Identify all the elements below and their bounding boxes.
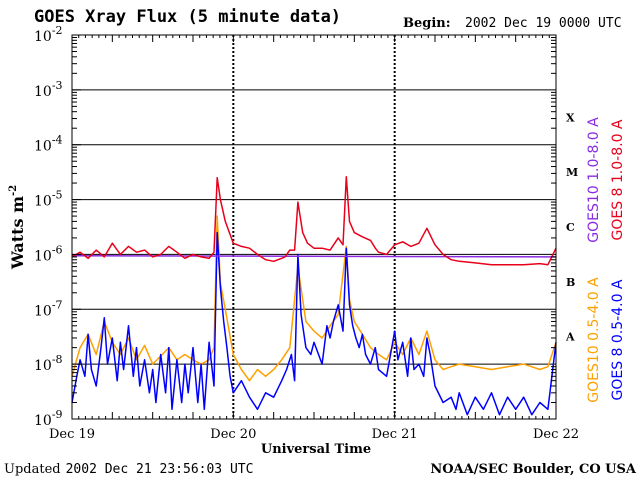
chart-title: GOES Xray Flux (5 minute data) (34, 7, 341, 27)
y-tick-exponent: -2 (52, 24, 63, 37)
flare-class-M: M (566, 166, 578, 179)
series-line-goes-8-0-5-4-0-a (71, 231, 557, 416)
y-tick-base: 10 (34, 139, 52, 155)
y-tick-base: 10 (34, 248, 52, 264)
footer-updated: Updated 2002 Dec 21 23:56:03 UTC (4, 462, 253, 477)
y-tick-label: 10-4 (34, 134, 63, 155)
y-tick-base: 10 (34, 29, 52, 45)
legend-entry: GOES 8 1.0-8.0 A (610, 119, 626, 240)
y-tick-base: 10 (34, 413, 52, 429)
y-tick-exponent: -9 (52, 408, 63, 421)
y-tick-label: 10-5 (34, 189, 63, 210)
flare-class-B: B (566, 276, 575, 289)
x-axis-ticks: Dec 19 Dec 20 Dec 21 Dec 22 (49, 35, 579, 442)
legend: GOES10 1.0-8.0 A GOES 8 1.0-8.0 A GOES10 0… (586, 117, 626, 403)
x-axis-label: Universal Time (261, 442, 371, 457)
y-axis-ticks: 10-910-810-710-610-510-410-310-2 (34, 24, 556, 429)
series-line-goes-8-1-0-8-0-a (71, 176, 557, 266)
y-tick-label: 10-2 (34, 24, 63, 45)
series-line-goes10-0-5-4-0-a (71, 215, 557, 382)
footer-updated-value: 2002 Dec 21 23:56:03 UTC (66, 462, 254, 477)
y-axis-label-sup: -2 (8, 185, 19, 196)
flare-class-X: X (566, 111, 575, 124)
y-tick-label: 10-3 (34, 79, 63, 100)
y-tick-exponent: -3 (52, 79, 63, 92)
grid-lines (72, 35, 556, 419)
footer-updated-prefix: Updated (4, 462, 61, 477)
y-tick-label: 10-6 (34, 243, 63, 264)
y-axis-label-text: Watts m (8, 196, 27, 270)
y-tick-exponent: -5 (52, 189, 63, 202)
y-tick-base: 10 (34, 194, 52, 210)
legend-entry: GOES10 0.5-4.0 A (586, 277, 602, 403)
y-tick-label: 10-7 (34, 298, 63, 319)
flare-class-A: A (565, 331, 575, 344)
y-axis-label: Watts m-2 (8, 185, 27, 270)
y-tick-base: 10 (34, 358, 52, 374)
y-tick-label: 10-8 (34, 353, 63, 374)
x-tick-label: Dec 19 (49, 427, 95, 442)
series-line-goes10-1-0-8-0-a (71, 254, 556, 258)
series-layer (71, 176, 557, 416)
y-tick-label: 10-9 (34, 408, 63, 429)
flare-class-labels: A B C M X (565, 111, 578, 343)
svg-text:Watts m-2: Watts m-2 (8, 185, 27, 270)
y-tick-exponent: -8 (52, 353, 63, 366)
x-tick-label: Dec 20 (210, 427, 256, 442)
legend-entry: GOES10 1.0-8.0 A (586, 117, 602, 243)
legend-entry: GOES 8 0.5-4.0 A (610, 279, 626, 400)
y-tick-exponent: -4 (52, 134, 63, 147)
x-tick-label: Dec 21 (372, 427, 418, 442)
x-tick-label: Dec 22 (533, 427, 579, 442)
begin-value: 2002 Dec 19 0000 UTC (465, 16, 622, 31)
flare-class-C: C (566, 221, 575, 234)
y-tick-exponent: -6 (52, 243, 63, 256)
y-tick-base: 10 (34, 84, 52, 100)
y-tick-exponent: -7 (52, 298, 63, 311)
footer-source: NOAA/SEC Boulder, CO USA (430, 462, 637, 477)
y-tick-base: 10 (34, 303, 52, 319)
begin-label: Begin: (403, 16, 451, 31)
